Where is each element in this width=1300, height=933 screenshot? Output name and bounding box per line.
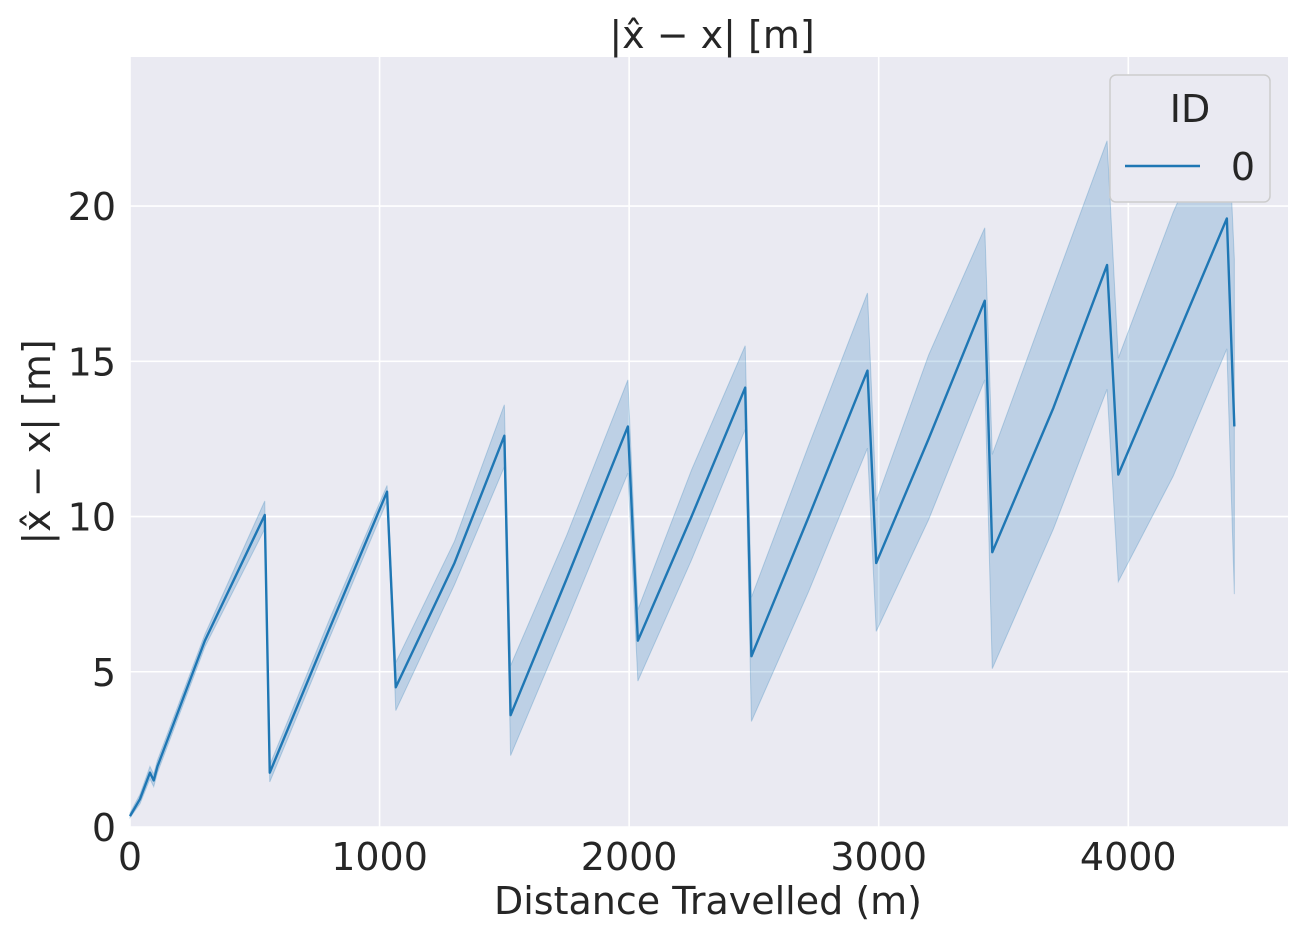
x-tick-label: 3000 (830, 835, 927, 879)
y-axis-title: |x̂ − x| [m] (15, 339, 60, 544)
y-tick-labels: 0 5 10 15 20 (68, 185, 116, 850)
chart-title: |x̂ − x| [m] (609, 13, 814, 58)
legend-title: ID (1170, 87, 1210, 131)
x-tick-label: 1000 (331, 835, 428, 879)
y-tick-label: 20 (68, 185, 116, 229)
series-line-0 (128, 217, 1236, 817)
y-tick-label: 15 (68, 340, 116, 384)
legend-box (1109, 74, 1271, 203)
legend: ID 0 (1109, 74, 1271, 203)
y-tick-label: 5 (92, 651, 116, 695)
x-tick-label: 0 (118, 835, 142, 879)
x-axis-title: Distance Travelled (m) (494, 879, 922, 923)
y-tick-label: 10 (68, 496, 116, 540)
y-tick-label: 0 (92, 806, 116, 850)
x-tick-label: 2000 (581, 835, 678, 879)
legend-entry-0: 0 (1231, 145, 1255, 189)
plot-area (130, 57, 1288, 827)
series-line-layer (128, 217, 1236, 817)
x-tick-label: 4000 (1080, 835, 1177, 879)
x-tick-labels: 0 1000 2000 3000 4000 (118, 835, 1177, 879)
